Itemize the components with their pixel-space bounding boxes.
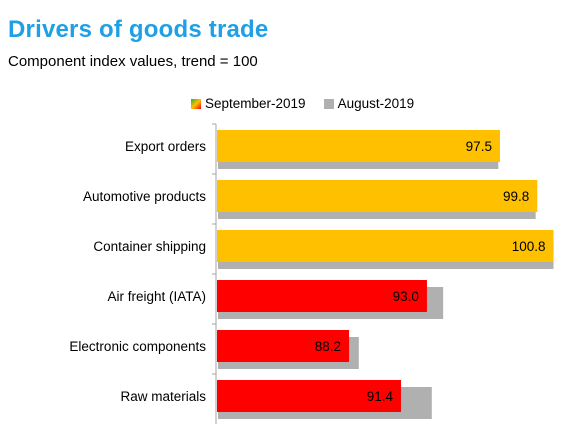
category-label: Raw materials [120, 389, 206, 404]
category-label: Air freight (IATA) [107, 289, 206, 304]
category-label: Export orders [125, 139, 206, 154]
chart-title: Drivers of goods trade [8, 16, 269, 43]
data-label: 93.0 [393, 289, 419, 304]
legend-swatch-prior [323, 98, 334, 109]
bar-september-2019 [217, 180, 538, 212]
category-label: Electronic components [69, 339, 206, 354]
legend-label-prior: August-2019 [337, 96, 415, 111]
category-label: Automotive products [83, 189, 206, 204]
legend-item-prior: August-2019 [323, 96, 415, 111]
chart-legend: September-2019 August-2019 [191, 96, 432, 111]
bar-september-2019 [217, 130, 500, 162]
data-label: 91.4 [367, 389, 394, 404]
chart-subtitle: Component index values, trend = 100 [8, 53, 258, 70]
data-label: 100.8 [512, 239, 546, 254]
bar-september-2019 [217, 280, 427, 312]
bar-september-2019 [217, 380, 401, 412]
legend-label-current: September-2019 [205, 96, 306, 111]
legend-swatch-current [191, 98, 201, 109]
category-label: Container shipping [93, 239, 206, 254]
legend-item-current: September-2019 [191, 96, 306, 111]
data-label: 97.5 [466, 139, 492, 154]
bar-september-2019 [217, 330, 350, 362]
data-label: 99.8 [503, 189, 529, 204]
data-label: 88.2 [315, 339, 341, 354]
bar-september-2019 [217, 230, 554, 262]
